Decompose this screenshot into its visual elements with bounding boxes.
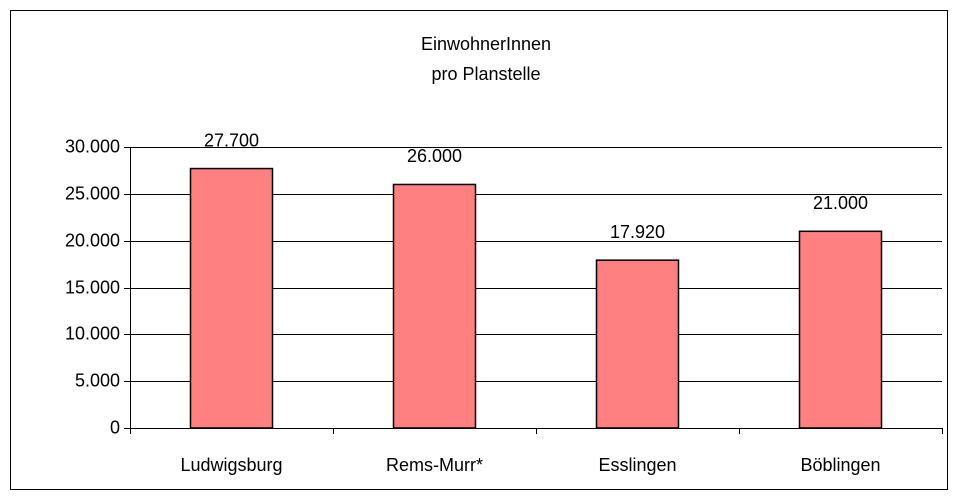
x-tick-label: Böblingen — [800, 455, 880, 475]
y-tick-label: 30.000 — [65, 136, 120, 156]
y-tick-label: 25.000 — [65, 183, 120, 203]
bar — [392, 183, 477, 429]
chart-title: pro Planstelle — [431, 64, 540, 84]
y-tick-label: 5.000 — [75, 370, 120, 390]
x-tick-label: Esslingen — [598, 455, 676, 475]
y-tick-label: 20.000 — [65, 230, 120, 250]
y-tick-label: 0 — [110, 417, 120, 437]
data-label: 17.920 — [610, 222, 665, 242]
y-tick-label: 10.000 — [65, 323, 120, 343]
chart-border — [10, 10, 948, 490]
x-tick-label: Rems-Murr* — [386, 455, 483, 475]
data-label: 26.000 — [407, 146, 462, 166]
chart-title: EinwohnerInnen — [421, 34, 551, 54]
data-label: 21.000 — [813, 193, 868, 213]
bar — [595, 259, 680, 429]
bar — [798, 230, 883, 429]
x-tick-label: Ludwigsburg — [180, 455, 282, 475]
y-tick-label: 15.000 — [65, 277, 120, 297]
bar — [189, 167, 274, 429]
data-label: 27.700 — [204, 130, 259, 150]
